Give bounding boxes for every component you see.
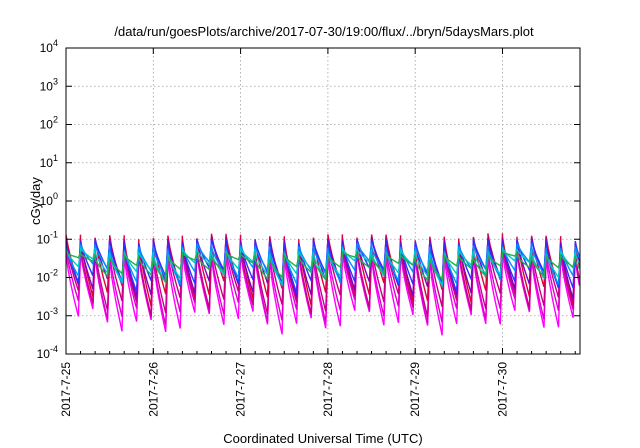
- y-tick-label: 102: [40, 115, 58, 132]
- grid: [66, 48, 580, 354]
- axis-ticks: 10-4 10-3 10-2 10-1 100 101 102 103 104 2017-7-25…: [37, 38, 580, 417]
- x-tick-label: 2017-7-30: [496, 362, 510, 417]
- y-tick-label: 101: [40, 153, 58, 170]
- y-tick-label: 10-1: [37, 229, 58, 246]
- x-tick-label: 2017-7-26: [146, 362, 160, 417]
- x-tick-label: 2017-7-29: [408, 362, 422, 417]
- y-tick-label: 10-3: [37, 306, 58, 323]
- x-tick-label: 2017-7-28: [321, 362, 335, 417]
- series-group: [66, 233, 580, 336]
- y-tick-label: 10-2: [37, 268, 58, 285]
- series-line: [66, 246, 580, 289]
- x-tick-label: 2017-7-27: [234, 362, 248, 417]
- y-tick-label: 10-4: [37, 344, 58, 361]
- y-axis-label: cGy/day: [28, 177, 43, 225]
- series-line: [66, 251, 580, 285]
- y-tick-label: 104: [40, 38, 58, 55]
- chart-title: /data/run/goesPlots/archive/2017-07-30/1…: [114, 24, 534, 39]
- series-line: [66, 238, 580, 294]
- y-tick-label: 103: [40, 76, 58, 93]
- x-tick-label: 2017-7-25: [59, 362, 73, 417]
- y-tick-label: 100: [40, 191, 58, 208]
- x-axis-label: Coordinated Universal Time (UTC): [223, 431, 422, 446]
